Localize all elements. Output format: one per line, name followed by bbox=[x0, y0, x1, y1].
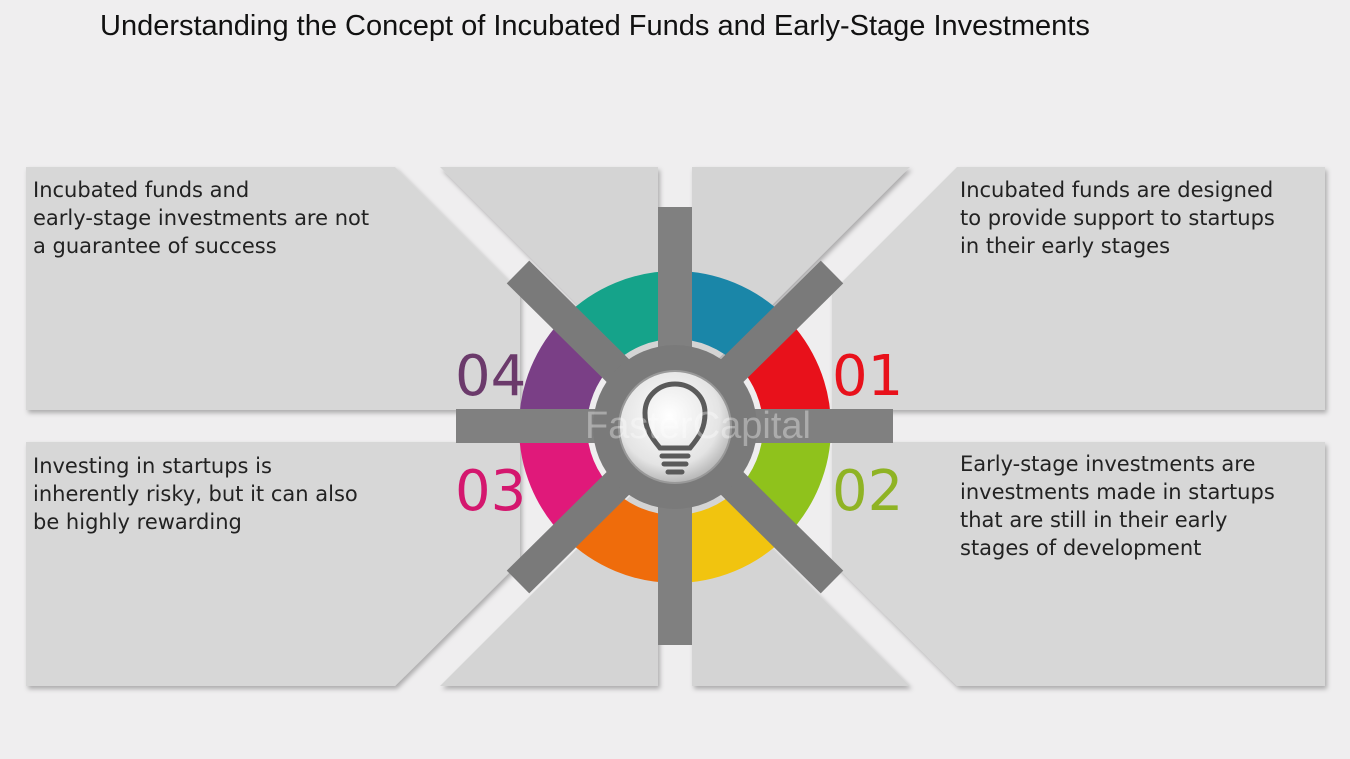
text-line: in their early stages bbox=[960, 234, 1171, 258]
watermark: FasterCapital bbox=[585, 405, 811, 447]
step-number-02: 02 bbox=[832, 459, 904, 524]
step-number-03: 03 bbox=[455, 459, 527, 524]
page-title: Understanding the Concept of Incubated F… bbox=[100, 10, 1090, 42]
step-number-04: 04 bbox=[455, 344, 527, 409]
step-03-text: Investing in startups is inherently risk… bbox=[33, 452, 358, 536]
step-number-01: 01 bbox=[832, 344, 904, 409]
text-line: stages of development bbox=[960, 536, 1202, 560]
text-line: Incubated funds and bbox=[33, 178, 250, 202]
text-line: inherently risky, but it can also bbox=[33, 482, 358, 506]
panel-01 bbox=[832, 167, 1325, 410]
center-hub bbox=[593, 345, 757, 509]
text-line: to provide support to startups bbox=[960, 206, 1275, 230]
text-line: Investing in startups is bbox=[33, 454, 272, 478]
panel-03 bbox=[26, 442, 520, 686]
text-line: that are still in their early bbox=[960, 508, 1228, 532]
text-line: Incubated funds are designed bbox=[960, 178, 1274, 202]
step-04-text: Incubated funds and early-stage investme… bbox=[33, 176, 369, 260]
text-line: be highly rewarding bbox=[33, 510, 242, 534]
text-line: investments made in startups bbox=[960, 480, 1275, 504]
step-01-text: Incubated funds are designed to provide … bbox=[960, 176, 1275, 260]
text-line: a guarantee of success bbox=[33, 234, 277, 258]
step-02-text: Early-stage investments are investments … bbox=[960, 450, 1275, 562]
text-line: early-stage investments are not bbox=[33, 206, 370, 230]
panel-02 bbox=[832, 442, 1325, 686]
panel-04 bbox=[26, 167, 520, 410]
lightbulb-icon bbox=[642, 381, 708, 475]
text-line: Early-stage investments are bbox=[960, 452, 1256, 476]
